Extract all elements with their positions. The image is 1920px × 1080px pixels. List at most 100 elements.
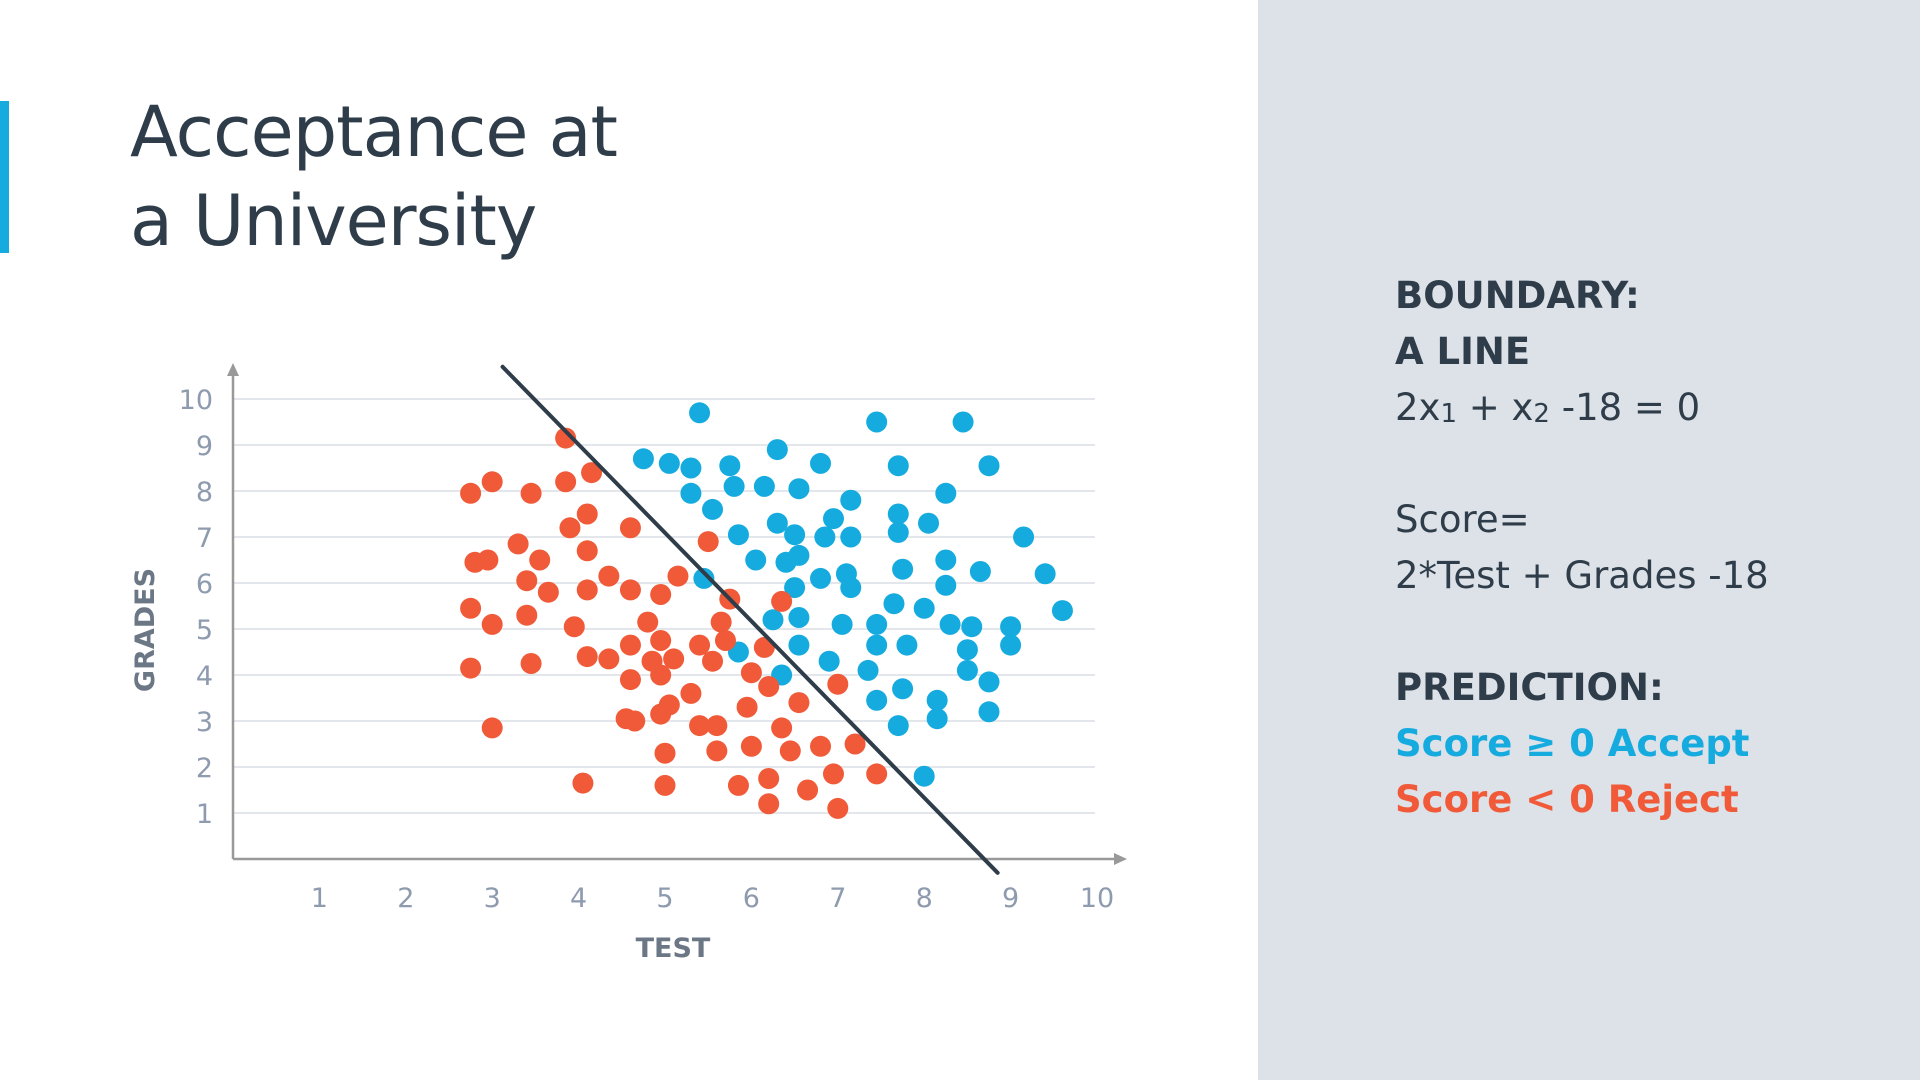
rejected-point [598, 648, 620, 670]
info-panel: BOUNDARY: A LINE 2x1 + x2 -18 = 0 Score=… [1395, 268, 1895, 828]
accepted-point [935, 549, 957, 571]
rejected-point [650, 584, 672, 605]
rejected-point [758, 768, 780, 789]
rejected-point [663, 648, 685, 670]
accepted-point [1000, 616, 1022, 638]
accepted-point [1000, 634, 1022, 656]
x-tick-label: 10 [1080, 883, 1114, 914]
rejected-point [529, 549, 551, 571]
rejected-point [680, 682, 702, 704]
y-tick-label: 6 [196, 569, 213, 600]
y-axis-arrowhead [227, 363, 239, 376]
rejected-point [866, 763, 888, 785]
rejected-point [516, 604, 538, 626]
accepted-point [913, 597, 935, 619]
slide-title-line-1: Acceptance at [130, 91, 618, 173]
accepted-point [762, 609, 784, 631]
accepted-point [883, 593, 905, 615]
rejected-point [740, 735, 762, 757]
rejected-point [619, 579, 641, 601]
boundary-subheading: A LINE [1395, 330, 1531, 373]
y-tick-label: 9 [196, 431, 213, 462]
accepted-point [857, 659, 879, 681]
slide-title-line-2: a University [130, 180, 537, 262]
accepted-point [766, 512, 788, 534]
y-tick-label: 1 [196, 799, 213, 830]
x-axis-arrowhead [1114, 853, 1127, 865]
accepted-point [702, 498, 724, 520]
x-tick-label: 6 [743, 883, 760, 914]
rejected-point [788, 692, 810, 714]
rejected-point [779, 740, 801, 762]
x-tick-label: 8 [916, 883, 933, 914]
reject-rule: Score < 0 Reject [1395, 778, 1739, 821]
y-tick-label: 5 [196, 615, 213, 646]
equation-term-b: + x [1456, 386, 1534, 429]
rejected-point [460, 657, 482, 679]
rejected-point [758, 676, 780, 697]
rejected-point [822, 763, 844, 785]
rejected-point [697, 531, 719, 553]
score-formula: 2*Test + Grades -18 [1395, 554, 1769, 597]
accepted-point [978, 701, 1000, 723]
accepted-point [913, 765, 935, 787]
accepted-point [810, 452, 832, 474]
accepted-point [866, 613, 888, 635]
rejected-point [650, 703, 672, 725]
accepted-point [689, 402, 711, 424]
accepted-point [745, 549, 767, 571]
accepted-point [788, 607, 810, 628]
accepted-point [840, 577, 862, 599]
rejected-point [520, 653, 542, 674]
accepted-point [956, 659, 978, 681]
accepted-point [926, 708, 948, 730]
accepted-point [814, 526, 836, 548]
accepted-point [658, 452, 680, 474]
accepted-point [887, 455, 909, 477]
accepted-point [1034, 563, 1056, 585]
accepted-point [831, 613, 853, 635]
info-panel-background [1258, 0, 1920, 1080]
accepted-point [887, 503, 909, 525]
rejected-point [576, 540, 598, 562]
rejected-point [650, 630, 672, 651]
rejected-point [460, 597, 482, 619]
rejected-point [537, 581, 559, 603]
accepted-point [939, 613, 961, 635]
rejected-point [654, 742, 676, 764]
accepted-point [892, 678, 914, 700]
rejected-point [740, 662, 762, 684]
accepted-point [840, 489, 862, 511]
accepted-point [727, 524, 749, 546]
accepted-point [632, 448, 654, 470]
rejected-point [520, 482, 542, 504]
accepted-point [978, 455, 1000, 477]
x-tick-label: 4 [570, 883, 587, 914]
rejected-point [481, 717, 503, 739]
accepted-point [969, 561, 991, 582]
accepted-point [1051, 600, 1073, 622]
rejected-point [654, 774, 676, 796]
rejected-point [810, 735, 832, 757]
accepted-point [952, 411, 974, 433]
accepted-point [723, 475, 745, 497]
rejected-point [758, 793, 780, 815]
accepted-point [693, 567, 715, 589]
rejected-point [481, 613, 503, 635]
rejected-point [619, 517, 641, 539]
accept-rule: Score ≥ 0 Accept [1395, 722, 1750, 765]
rejected-point [481, 471, 503, 493]
x-tick-label: 2 [397, 883, 414, 914]
rejected-point [650, 664, 672, 686]
accepted-point [887, 715, 909, 737]
rejected-point [460, 482, 482, 504]
rejected-point [827, 673, 849, 695]
rejected-point [667, 565, 689, 587]
y-tick-label: 3 [196, 707, 213, 738]
rejected-point [581, 462, 603, 484]
accepted-point [866, 689, 888, 711]
accepted-point [788, 634, 810, 656]
rejected-point [624, 710, 646, 732]
rejected-point [637, 611, 659, 633]
accepted-point [784, 524, 806, 546]
